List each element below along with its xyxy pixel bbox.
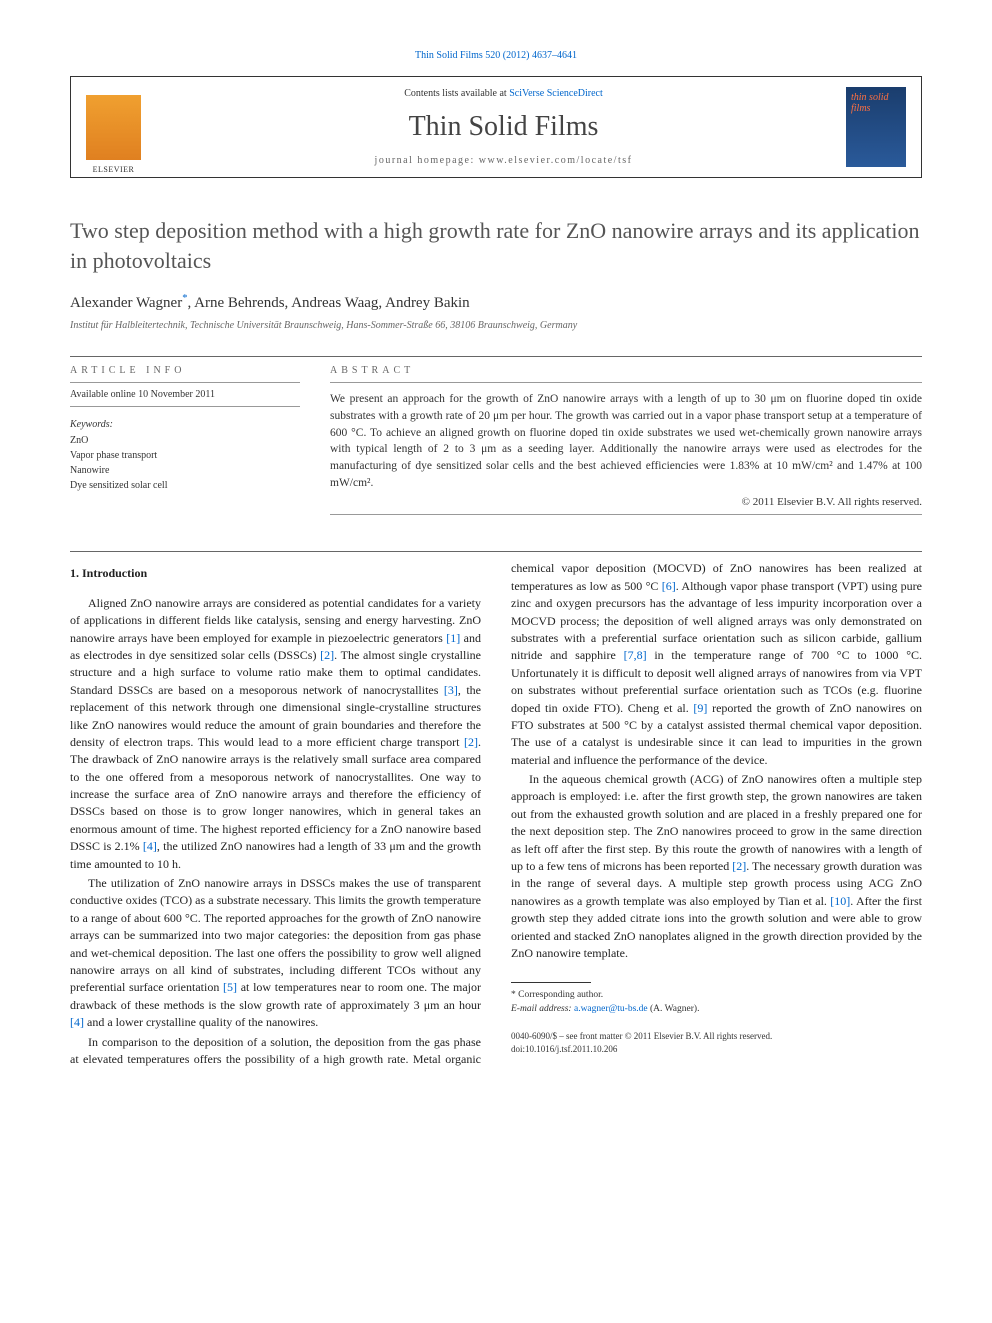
author-email-link[interactable]: a.wagner@tu-bs.de <box>574 1004 648 1014</box>
journal-name: Thin Solid Films <box>161 111 846 143</box>
citation-header: Thin Solid Films 520 (2012) 4637–4641 <box>70 50 922 61</box>
body-paragraph: In the aqueous chemical growth (ACG) of … <box>511 771 922 962</box>
abstract-copyright: © 2011 Elsevier B.V. All rights reserved… <box>330 496 922 508</box>
keyword: Nanowire <box>70 463 300 478</box>
scidirect-link[interactable]: SciVerse ScienceDirect <box>509 88 603 99</box>
journal-header: Contents lists available at SciVerse Sci… <box>70 76 922 178</box>
journal-cover-thumbnail: thin solid films <box>846 87 906 167</box>
corresponding-author-footnote: * Corresponding author. <box>511 989 922 1002</box>
citation-ref[interactable]: [7,8] <box>624 648 647 662</box>
keyword: ZnO <box>70 433 300 448</box>
citation-ref[interactable]: [5] <box>223 980 237 994</box>
keyword: Vapor phase transport <box>70 448 300 463</box>
article-info-column: ARTICLE INFO Available online 10 Novembe… <box>70 365 300 521</box>
citation-link[interactable]: Thin Solid Films 520 (2012) 4637–4641 <box>415 50 577 61</box>
abstract-column: ABSTRACT We present an approach for the … <box>330 365 922 521</box>
available-online-date: Available online 10 November 2011 <box>70 389 300 400</box>
citation-ref[interactable]: [1] <box>446 631 460 645</box>
citation-ref[interactable]: [4] <box>143 839 157 853</box>
citation-ref[interactable]: [2] <box>464 735 478 749</box>
body-paragraph: The utilization of ZnO nanowire arrays i… <box>70 875 481 1032</box>
citation-ref[interactable]: [9] <box>693 701 707 715</box>
citation-ref[interactable]: [3] <box>444 683 458 697</box>
body-paragraph: Aligned ZnO nanowire arrays are consider… <box>70 595 481 873</box>
abstract-text: We present an approach for the growth of… <box>330 391 922 491</box>
email-footnote: E-mail address: a.wagner@tu-bs.de (A. Wa… <box>511 1003 922 1016</box>
abstract-heading: ABSTRACT <box>330 365 922 376</box>
author-list: Alexander Wagner*, Arne Behrends, Andrea… <box>70 293 922 312</box>
elsevier-logo <box>86 95 141 160</box>
contents-list-line: Contents lists available at SciVerse Sci… <box>161 88 846 99</box>
section-heading-introduction: 1. Introduction <box>70 565 481 582</box>
citation-ref[interactable]: [2] <box>732 859 746 873</box>
citation-ref[interactable]: [2] <box>320 648 334 662</box>
journal-homepage: journal homepage: www.elsevier.com/locat… <box>161 155 846 166</box>
author-affiliation: Institut für Halbleitertechnik, Technisc… <box>70 320 922 331</box>
article-body: 1. Introduction Aligned ZnO nanowire arr… <box>70 560 922 1068</box>
front-matter-meta: 0040-6090/$ – see front matter © 2011 El… <box>511 1030 922 1055</box>
citation-ref[interactable]: [4] <box>70 1015 84 1029</box>
article-info-heading: ARTICLE INFO <box>70 365 300 376</box>
keywords-label: Keywords: <box>70 419 300 430</box>
article-title: Two step deposition method with a high g… <box>70 216 922 275</box>
citation-ref[interactable]: [10] <box>830 894 850 908</box>
citation-ref[interactable]: [6] <box>662 579 676 593</box>
keyword: Dye sensitized solar cell <box>70 478 300 493</box>
